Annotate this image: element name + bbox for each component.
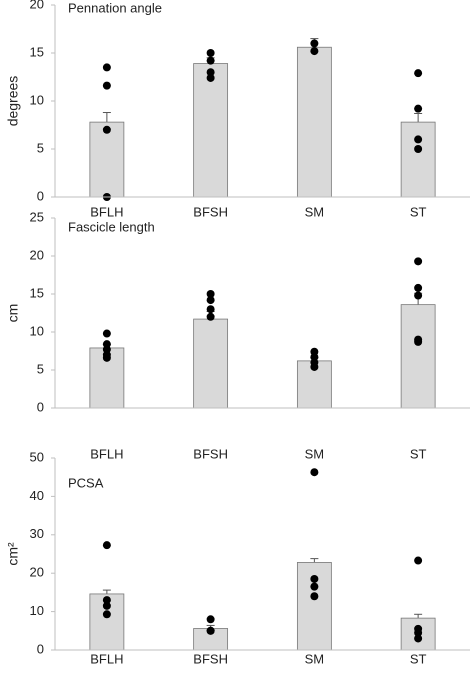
bar xyxy=(296,562,332,651)
data-point xyxy=(102,63,111,72)
x-tick-label: ST xyxy=(410,446,427,461)
panel-title: PCSA xyxy=(68,475,104,490)
x-tick-label: BFSH xyxy=(193,651,228,666)
y-tick-label: 20 xyxy=(30,0,44,11)
data-point xyxy=(102,610,111,619)
y-tick-label: 10 xyxy=(30,323,44,338)
data-point xyxy=(102,353,111,362)
data-point xyxy=(206,312,215,321)
data-point xyxy=(102,596,111,605)
y-tick-label: 0 xyxy=(37,399,44,414)
bar xyxy=(400,304,436,409)
data-point xyxy=(414,634,423,643)
data-point xyxy=(310,47,319,56)
y-tick-label: 20 xyxy=(30,247,44,262)
y-axis-label: degrees xyxy=(5,76,21,127)
x-tick-label: BFLH xyxy=(90,651,123,666)
y-tick-label: 0 xyxy=(37,188,44,203)
y-tick-label: 5 xyxy=(37,361,44,376)
y-tick-label: 40 xyxy=(30,488,44,503)
panel-title: Pennation angle xyxy=(68,0,162,15)
data-point xyxy=(310,574,319,583)
bar xyxy=(89,121,125,198)
x-tick-label: SM xyxy=(305,446,325,461)
data-point xyxy=(414,337,423,346)
data-point xyxy=(414,556,423,565)
bar xyxy=(193,63,229,198)
y-tick-label: 10 xyxy=(30,603,44,618)
data-point xyxy=(414,291,423,300)
data-point xyxy=(310,468,319,477)
panel-title: Fascicle length xyxy=(68,219,155,234)
y-tick-label: 5 xyxy=(37,140,44,155)
data-point xyxy=(102,125,111,134)
y-tick-label: 15 xyxy=(30,44,44,59)
data-point xyxy=(206,68,215,77)
data-point xyxy=(414,283,423,292)
data-point xyxy=(206,615,215,624)
data-point xyxy=(414,257,423,266)
data-point xyxy=(310,592,319,601)
data-point xyxy=(414,104,423,113)
data-point xyxy=(206,290,215,298)
data-point xyxy=(206,626,215,635)
x-tick-label: ST xyxy=(410,651,427,666)
y-tick-label: 0 xyxy=(37,641,44,656)
data-point xyxy=(414,135,423,144)
data-point xyxy=(102,329,111,338)
x-tick-label: BFLH xyxy=(90,446,123,461)
data-point xyxy=(206,305,215,314)
data-point xyxy=(414,69,423,78)
y-tick-label: 15 xyxy=(30,285,44,300)
data-point xyxy=(102,81,111,90)
data-point xyxy=(206,296,215,305)
y-tick-label: 25 xyxy=(30,209,44,224)
bar xyxy=(296,46,332,198)
y-tick-label: 20 xyxy=(30,565,44,580)
data-point xyxy=(206,56,215,65)
y-axis-label: cm xyxy=(5,304,21,323)
data-point xyxy=(206,49,215,57)
x-tick-label: BFLH xyxy=(90,204,123,219)
y-tick-label: 10 xyxy=(30,92,44,107)
data-point xyxy=(102,541,111,550)
x-tick-label: BFSH xyxy=(193,446,228,461)
x-tick-label: ST xyxy=(410,204,427,219)
x-tick-label: SM xyxy=(305,651,325,666)
y-axis-label: cm² xyxy=(5,542,21,566)
data-point xyxy=(414,145,423,153)
y-tick-label: 50 xyxy=(30,449,44,464)
x-tick-label: BFSH xyxy=(193,204,228,219)
data-point xyxy=(206,73,215,82)
data-point xyxy=(102,601,111,610)
data-point xyxy=(414,628,423,637)
bar xyxy=(400,121,436,198)
data-point xyxy=(310,582,319,591)
data-point xyxy=(310,362,319,371)
data-point xyxy=(310,39,319,48)
y-tick-label: 30 xyxy=(30,526,44,541)
bar xyxy=(193,318,229,409)
x-tick-label: SM xyxy=(305,204,325,219)
